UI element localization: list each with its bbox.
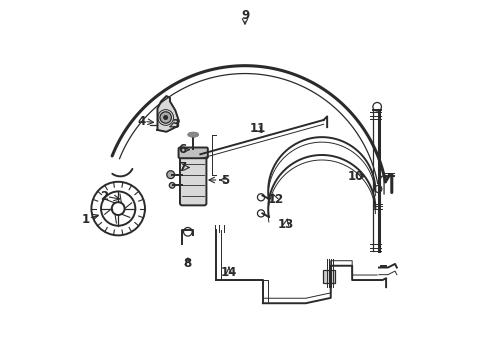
Circle shape bbox=[164, 115, 168, 120]
Text: 13: 13 bbox=[278, 218, 294, 231]
Polygon shape bbox=[157, 96, 179, 132]
Text: 7: 7 bbox=[178, 161, 187, 174]
Circle shape bbox=[169, 183, 175, 188]
Text: 6: 6 bbox=[178, 143, 187, 156]
FancyBboxPatch shape bbox=[180, 155, 206, 205]
Text: 12: 12 bbox=[267, 193, 284, 206]
Text: 14: 14 bbox=[220, 266, 237, 279]
Text: 5: 5 bbox=[221, 174, 229, 186]
Text: 10: 10 bbox=[347, 170, 364, 183]
Text: 4: 4 bbox=[137, 114, 146, 127]
FancyBboxPatch shape bbox=[178, 148, 208, 158]
Text: 9: 9 bbox=[241, 9, 249, 22]
Ellipse shape bbox=[188, 132, 198, 137]
Text: 2: 2 bbox=[100, 190, 108, 203]
FancyBboxPatch shape bbox=[322, 270, 335, 283]
Text: 11: 11 bbox=[249, 122, 266, 135]
Text: 8: 8 bbox=[184, 257, 192, 270]
Circle shape bbox=[167, 171, 174, 179]
Text: 3: 3 bbox=[172, 118, 179, 131]
Text: 1: 1 bbox=[82, 213, 90, 226]
Circle shape bbox=[160, 112, 172, 123]
